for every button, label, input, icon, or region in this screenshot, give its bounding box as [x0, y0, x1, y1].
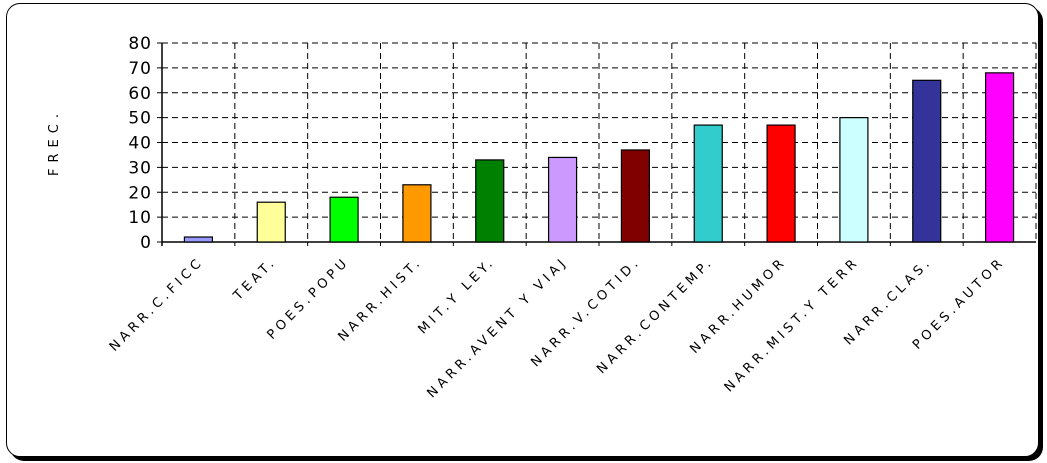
bar: [256, 201, 286, 243]
bar: [475, 159, 505, 243]
y-tick-label: 80: [128, 34, 152, 54]
x-tick-label: NARR.C.FICC: [107, 254, 207, 354]
x-tick-labels: NARR.C.FICC TEAT.POES.POPUNARR.HIST.MIT.Y…: [107, 254, 1009, 401]
gridlines: [162, 42, 1037, 242]
bar: [620, 149, 651, 243]
axes: [157, 42, 1036, 246]
bar: [183, 236, 214, 243]
bar: [329, 196, 359, 243]
bar: [839, 117, 869, 243]
y-tick-label: 0: [140, 233, 152, 253]
y-tick-label: 10: [128, 208, 152, 228]
y-tick-label: 70: [128, 59, 152, 79]
y-tick-label: 50: [128, 109, 152, 129]
bar: [402, 184, 432, 243]
y-tick-labels: 0 10 20 30 40 50 60 70 80: [128, 34, 152, 253]
y-tick-label: 40: [128, 134, 152, 154]
x-tick-label: NARR.AVENT Y VIAJ: [424, 254, 571, 401]
x-tick-label: MIT.Y LEY.: [415, 254, 498, 337]
bar: [766, 124, 796, 243]
y-tick-label: 60: [128, 84, 152, 104]
x-tick-label: NARR.MIST.Y TERR: [722, 254, 863, 395]
bar: [984, 72, 1015, 243]
bar: [693, 124, 723, 243]
bar: [547, 156, 578, 243]
y-axis-label: FREC.: [47, 108, 62, 176]
bars: [183, 72, 1015, 243]
x-tick-label: TEAT.: [230, 254, 280, 304]
bar: [912, 79, 942, 243]
x-tick-label: NARR.CONTEMP.: [594, 254, 717, 377]
y-tick-label: 30: [128, 158, 152, 178]
y-tick-label: 20: [128, 183, 152, 203]
